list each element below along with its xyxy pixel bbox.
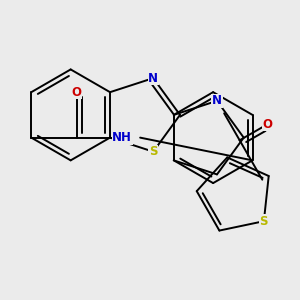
Text: N: N [148,72,158,85]
Text: O: O [72,86,82,99]
Text: O: O [262,118,272,131]
Text: S: S [149,145,158,158]
Text: N: N [212,94,222,107]
Text: NH: NH [112,131,132,144]
Text: S: S [260,215,268,228]
